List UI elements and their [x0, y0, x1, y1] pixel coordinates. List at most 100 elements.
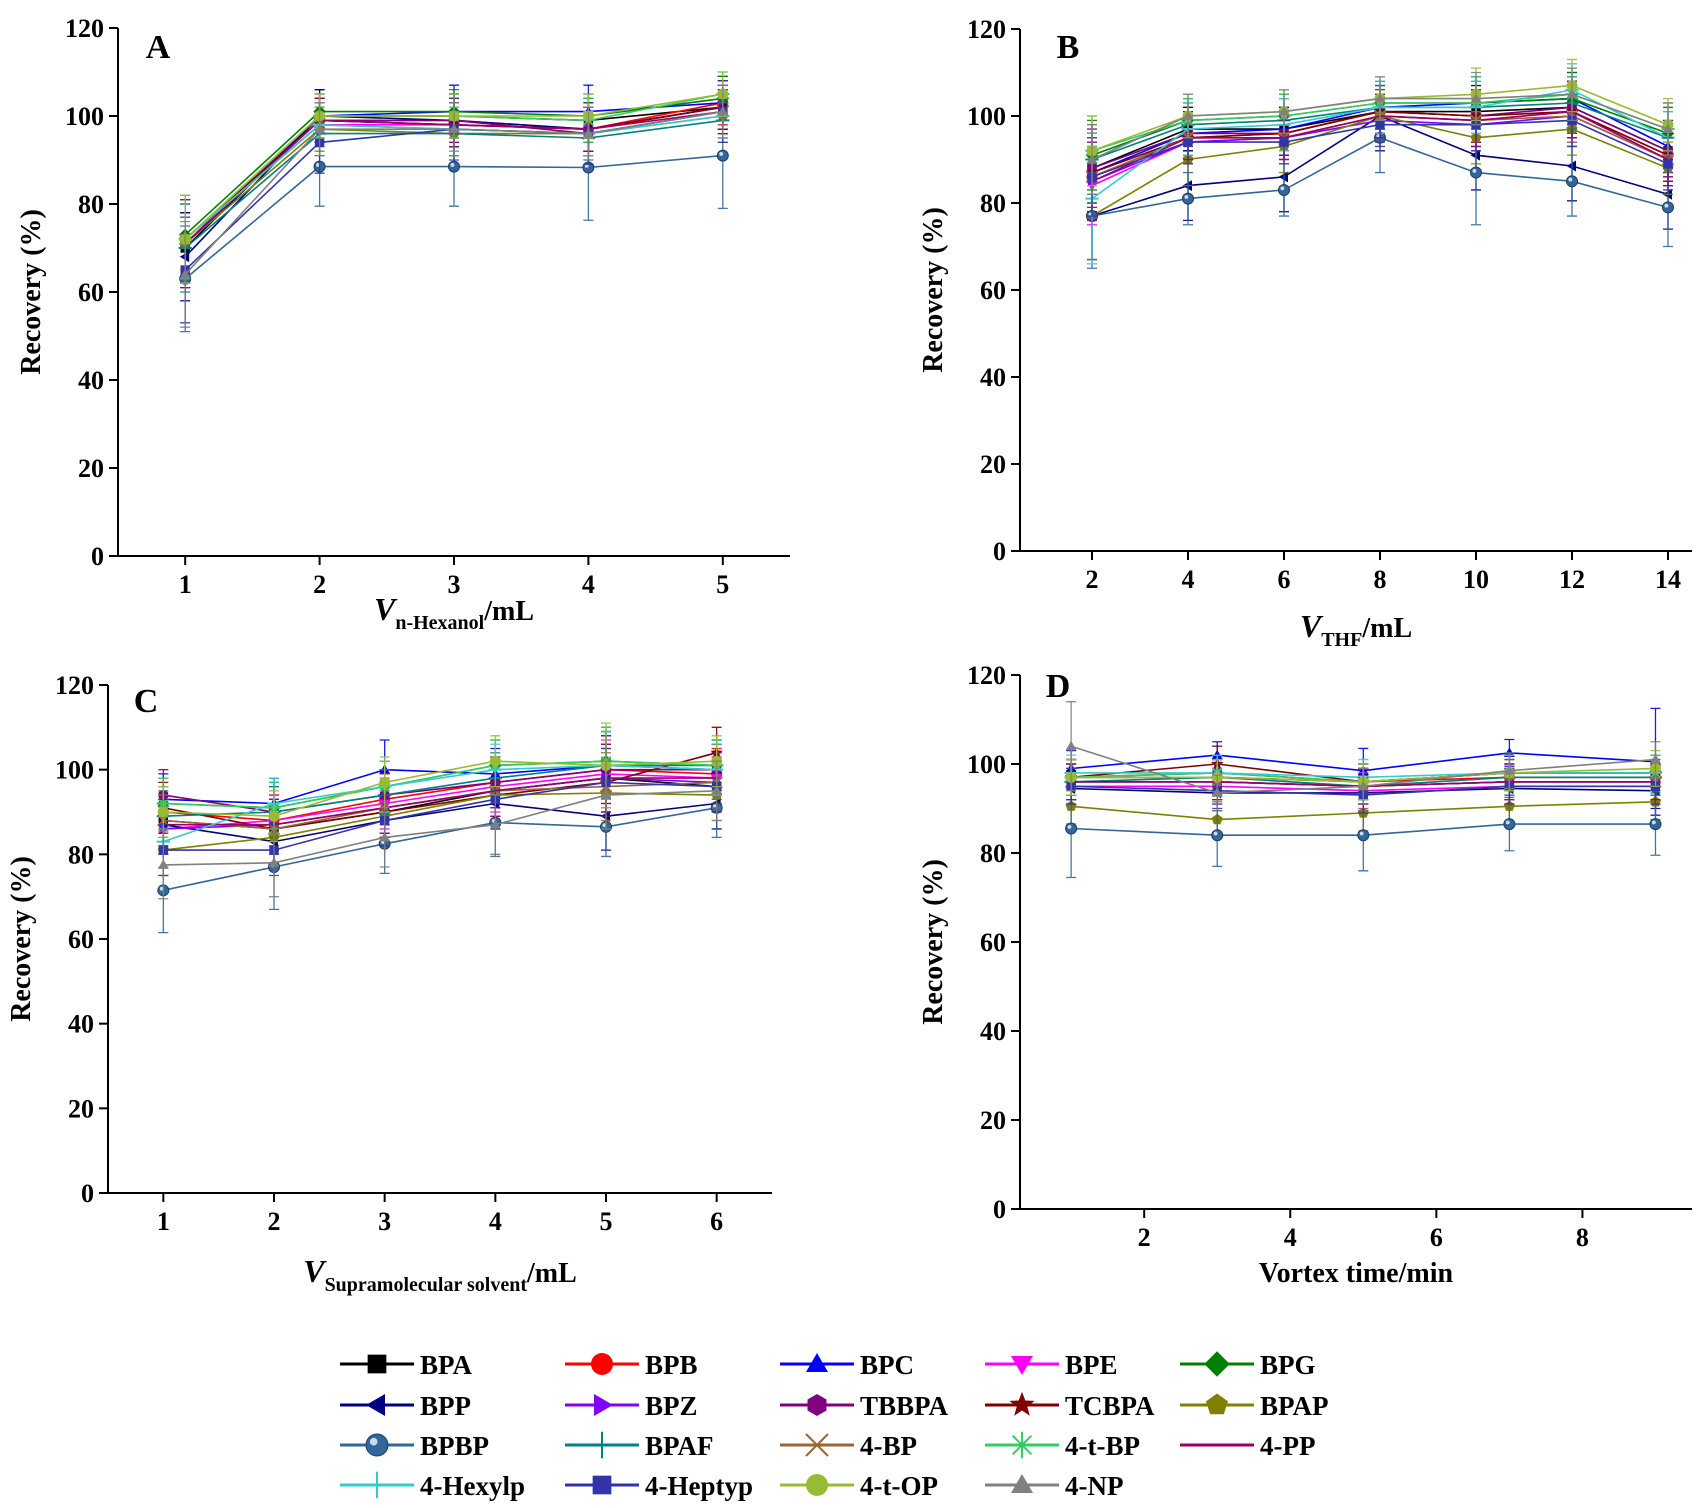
data-point	[379, 831, 391, 842]
legend-item-4-pp: 4-PP	[1180, 1431, 1315, 1461]
legend-item-tcbpa: TCBPA	[985, 1391, 1155, 1421]
y-tick-label: 80	[68, 840, 94, 869]
data-point	[1182, 192, 1194, 205]
panel-b: 0 20 40 60 80 100 120 2 4 6 8 10 12 14 Recovery (%) VTH…	[918, 15, 1692, 651]
legend-label: BPB	[645, 1350, 698, 1380]
data-point	[1470, 149, 1480, 161]
data-point	[716, 149, 729, 162]
series-line	[163, 773, 717, 830]
series-bpb	[157, 735, 723, 847]
legend-label: BPP	[420, 1391, 471, 1421]
data-point	[717, 106, 729, 116]
legend-marker	[1009, 1391, 1035, 1416]
y-tick-label: 100	[967, 102, 1006, 131]
x-tick-label: 4	[1182, 565, 1195, 594]
x-tick-label: 5	[600, 1207, 613, 1236]
data-point	[1566, 88, 1578, 99]
y-tick-label: 20	[980, 1106, 1006, 1135]
series-line	[163, 792, 717, 851]
legend-label: 4-t-OP	[860, 1471, 938, 1501]
data-point	[1470, 93, 1482, 103]
legend: BPA BPB BPC BPE BPG BPP BPZ TBBPA TCBPA BPAP BPBP B…	[340, 1350, 1329, 1501]
data-point	[1211, 829, 1224, 842]
data-point	[379, 776, 391, 788]
legend-item-bpaf: BPAF	[565, 1431, 714, 1461]
data-point	[157, 859, 169, 869]
legend-marker	[588, 1431, 616, 1459]
legend-item-bpbp: BPBP	[340, 1431, 489, 1461]
legend-marker	[1011, 1356, 1033, 1375]
data-point	[314, 123, 326, 134]
legend-label: BPAP	[1260, 1391, 1329, 1421]
legend-item-bpz: BPZ	[565, 1391, 698, 1421]
series-4-np	[179, 84, 729, 328]
data-point	[1374, 93, 1386, 103]
panel-label-d: D	[1046, 668, 1071, 705]
data-point	[1211, 787, 1223, 797]
series-line	[163, 764, 717, 843]
legend-marker	[1206, 1393, 1228, 1415]
panel-a: 0 20 40 60 80 100 120 1 2 3 4 5 Recovery (%) Vn-Hexan…	[16, 14, 790, 634]
x-tick-label: 4	[1284, 1223, 1297, 1252]
data-point	[489, 819, 501, 829]
data-point	[489, 755, 501, 767]
legend-label: BPC	[860, 1350, 914, 1380]
data-point	[1663, 159, 1673, 169]
series-line	[163, 760, 717, 809]
y-tick-label: 120	[55, 671, 94, 700]
data-point	[582, 128, 594, 138]
data-point	[1566, 160, 1576, 172]
x-tick-label: 6	[710, 1207, 723, 1236]
legend-label: BPBP	[420, 1431, 489, 1461]
data-point-highlight	[1376, 134, 1381, 139]
x-axis-title-main: V	[374, 591, 398, 627]
legend-label: TCBPA	[1065, 1391, 1155, 1421]
x-axis-title-main: V	[1300, 608, 1324, 644]
data-point-highlight	[159, 886, 164, 891]
data-point-highlight	[719, 152, 724, 156]
legend-label: 4-BP	[860, 1431, 917, 1461]
legend-marker	[1008, 1431, 1036, 1459]
y-tick-label: 0	[993, 1195, 1006, 1224]
y-tick-label: 60	[980, 928, 1006, 957]
data-point	[268, 857, 280, 867]
x-tick-label: 2	[313, 570, 326, 599]
y-tick-label: 0	[993, 537, 1006, 566]
legend-label: BPE	[1065, 1350, 1118, 1380]
panel-label-a: A	[146, 29, 171, 66]
panel-label-b: B	[1057, 29, 1080, 66]
legend-item-bpc: BPC	[780, 1350, 914, 1380]
y-tick-label: 80	[78, 190, 104, 219]
x-tick-label: 1	[179, 570, 192, 599]
legend-label: 4-Heptyp	[645, 1471, 753, 1501]
data-point	[157, 806, 169, 818]
x-tick-label: 2	[268, 1207, 281, 1236]
legend-label: BPA	[420, 1350, 472, 1380]
data-point	[1065, 740, 1077, 751]
x-axis-title-unit: /mL	[526, 1258, 577, 1289]
data-point	[1182, 110, 1194, 120]
y-tick-label: 100	[967, 750, 1006, 779]
data-point	[711, 785, 723, 795]
legend-item-4-heptyp: 4-Heptyp	[565, 1471, 753, 1501]
y-tick-label: 80	[980, 839, 1006, 868]
data-point	[448, 160, 460, 173]
y-tick-label: 120	[65, 14, 104, 43]
series-line	[163, 781, 717, 851]
y-tick-label: 0	[81, 1179, 94, 1208]
legend-item-bpp: BPP	[340, 1391, 471, 1421]
y-tick-label: 120	[967, 15, 1006, 44]
legend-item-bpap: BPAP	[1180, 1391, 1329, 1421]
legend-marker	[366, 1394, 385, 1416]
x-tick-label: 2	[1086, 565, 1099, 594]
data-point	[1503, 765, 1515, 775]
legend-label: BPZ	[645, 1391, 698, 1421]
x-tick-label: 4	[489, 1207, 502, 1236]
data-point	[1662, 123, 1674, 133]
y-tick-label: 100	[55, 756, 94, 785]
x-axis-title-main: Vortex time/min	[1259, 1258, 1454, 1289]
data-point	[600, 789, 612, 800]
data-point	[179, 251, 190, 263]
data-point-highlight	[1651, 820, 1656, 825]
